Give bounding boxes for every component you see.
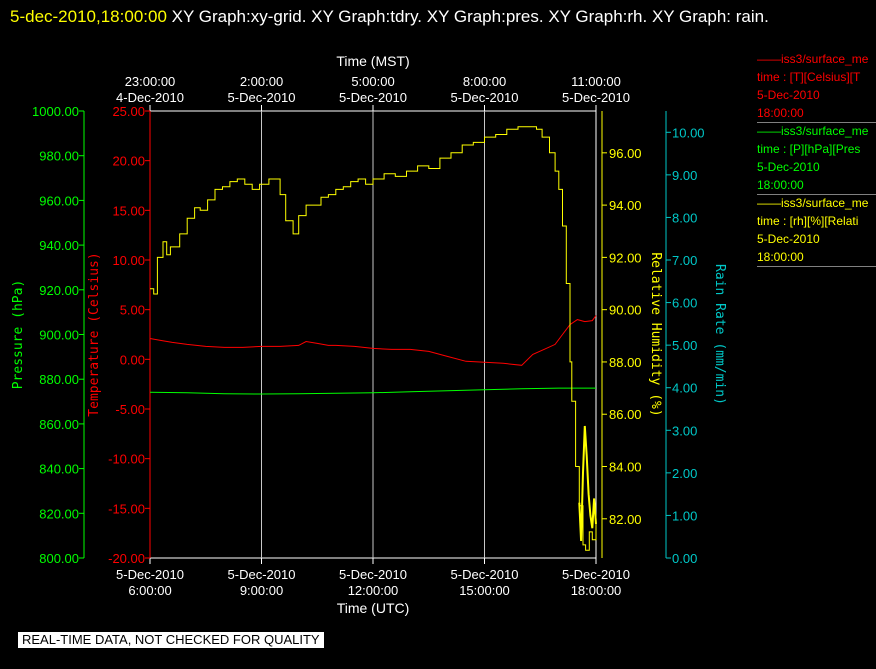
x-top-tick-label-date: 5-Dec-2010 [451, 90, 519, 105]
humidity-tick-label: 84.00 [609, 460, 642, 475]
temperature-tick-label: -15.00 [108, 501, 145, 516]
temperature-tick-label: 5.00 [120, 303, 145, 318]
rain-tick-label: 10.00 [672, 125, 705, 140]
humidity-tick-label: 86.00 [609, 407, 642, 422]
pressure-tick-label: 860.00 [39, 417, 79, 432]
legend-divider [757, 122, 876, 123]
x-top-tick-label-date: 5-Dec-2010 [562, 90, 630, 105]
temperature-tick-label: 20.00 [112, 154, 145, 169]
temperature-tick-label: -20.00 [108, 551, 145, 566]
temperature-tick-label: 0.00 [120, 352, 145, 367]
legend-entry-name: ——iss3/surface_me [757, 124, 869, 138]
x-top-tick-label-time: 2:00:00 [240, 74, 283, 89]
legend-entry-line: 18:00:00 [757, 178, 804, 192]
x-top-tick-label-date: 5-Dec-2010 [228, 90, 296, 105]
pressure-tick-label: 920.00 [39, 283, 79, 298]
temperature-tick-label: 10.00 [112, 253, 145, 268]
legend-entry-line: time : [rh][%][Relati [757, 214, 859, 228]
legend-entry-name: ——iss3/surface_me [757, 52, 869, 66]
humidity-tick-label: 90.00 [609, 303, 642, 318]
series-line-humidity [150, 126, 597, 551]
legend-entry-line: time : [T][Celsius][T [757, 70, 861, 84]
humidity-tick-label: 94.00 [609, 198, 642, 213]
rain-tick-label: 0.00 [672, 551, 697, 566]
legend-entry-line: 5-Dec-2010 [757, 88, 820, 102]
humidity-tick-label: 92.00 [609, 250, 642, 265]
x-tick-label-date: 5-Dec-2010 [451, 567, 519, 582]
x-axis-label-utc: Time (UTC) [337, 600, 410, 616]
rain-tick-label: 2.00 [672, 466, 697, 481]
x-top-tick-label-date: 5-Dec-2010 [339, 90, 407, 105]
rain-tick-label: 1.00 [672, 508, 697, 523]
rain-tick-label: 4.00 [672, 381, 697, 396]
x-top-tick-label-time: 8:00:00 [463, 74, 506, 89]
legend-divider [757, 194, 876, 195]
legend-entry-line: 18:00:00 [757, 106, 804, 120]
legend-entry-line: time : [P][hPa][Pres [757, 142, 861, 156]
pressure-axis-label: Pressure (hPa) [11, 280, 26, 390]
chart-title: 5-dec-2010,18:00:00 XY Graph:xy-grid. XY… [10, 2, 870, 31]
title-timestamp: 5-dec-2010,18:00:00 [10, 7, 167, 26]
x-tick-label-date: 5-Dec-2010 [339, 567, 407, 582]
pressure-tick-label: 800.00 [39, 551, 79, 566]
rain-tick-label: 6.00 [672, 296, 697, 311]
rain-tick-label: 7.00 [672, 253, 697, 268]
humidity-tick-label: 88.00 [609, 355, 642, 370]
rain-tick-label: 9.00 [672, 168, 697, 183]
x-top-tick-label-time: 23:00:00 [125, 74, 176, 89]
temperature-tick-label: -5.00 [115, 402, 145, 417]
temperature-tick-label: -10.00 [108, 452, 145, 467]
x-tick-label-time: 12:00:00 [348, 583, 399, 598]
x-top-tick-label-date: 4-Dec-2010 [116, 90, 184, 105]
title-graph-list: XY Graph:xy-grid. XY Graph:tdry. XY Grap… [171, 7, 769, 26]
legend-divider [757, 266, 876, 267]
pressure-tick-label: 980.00 [39, 149, 79, 164]
temperature-tick-label: 15.00 [112, 203, 145, 218]
rain-tick-label: 8.00 [672, 210, 697, 225]
temperature-tick-label: 25.00 [112, 104, 145, 119]
x-tick-label-time: 9:00:00 [240, 583, 283, 598]
rain-axis-label: Rain Rate (mm/min) [712, 264, 727, 405]
pressure-tick-label: 1000.00 [32, 104, 79, 119]
legend-entry-line: 5-Dec-2010 [757, 232, 820, 246]
x-tick-label-time: 6:00:00 [128, 583, 171, 598]
humidity-axis-label: Relative Humidity (%) [648, 252, 663, 416]
pressure-tick-label: 960.00 [39, 193, 79, 208]
quality-notice: REAL-TIME DATA, NOT CHECKED FOR QUALITY [18, 632, 324, 648]
x-axis-label-mst: Time (MST) [336, 53, 409, 69]
legend-entry-line: 5-Dec-2010 [757, 160, 820, 174]
series-line-pressure [149, 387, 596, 395]
rain-tick-label: 3.00 [672, 423, 697, 438]
humidity-tick-label: 96.00 [609, 146, 642, 161]
legend-entry-line: 18:00:00 [757, 250, 804, 264]
x-top-tick-label-time: 5:00:00 [351, 74, 394, 89]
pressure-tick-label: 840.00 [39, 462, 79, 477]
x-tick-label-time: 15:00:00 [459, 583, 510, 598]
humidity-tick-label: 82.00 [609, 512, 642, 527]
x-tick-label-time: 18:00:00 [571, 583, 622, 598]
rain-tick-label: 5.00 [672, 338, 697, 353]
x-tick-label-date: 5-Dec-2010 [562, 567, 630, 582]
legend-entry-name: ——iss3/surface_me [757, 196, 869, 210]
x-tick-label-date: 5-Dec-2010 [116, 567, 184, 582]
pressure-tick-label: 940.00 [39, 238, 79, 253]
pressure-tick-label: 820.00 [39, 506, 79, 521]
series-line-rain [578, 425, 597, 542]
x-top-tick-label-time: 11:00:00 [571, 74, 621, 89]
series-line-temperature [149, 315, 597, 366]
pressure-tick-label: 880.00 [39, 372, 79, 387]
temperature-axis-label: Temperature (Celsius) [87, 252, 102, 416]
pressure-tick-label: 900.00 [39, 328, 79, 343]
x-tick-label-date: 5-Dec-2010 [228, 567, 296, 582]
